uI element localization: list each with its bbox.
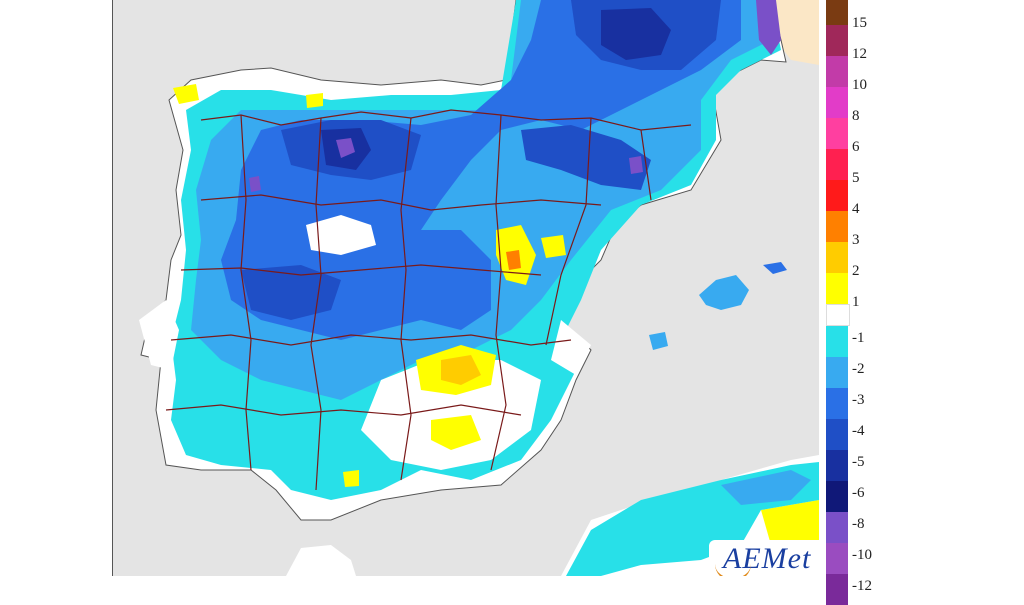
anomaly-plus3-east bbox=[506, 250, 521, 270]
legend-swatch bbox=[826, 512, 848, 543]
legend-swatch bbox=[826, 0, 848, 25]
legend-swatch bbox=[826, 543, 848, 574]
north-africa-coast-left bbox=[286, 545, 356, 576]
neutral-patch-center bbox=[306, 215, 376, 255]
aemet-logo: AEMet bbox=[709, 540, 819, 576]
legend-label: -1 bbox=[852, 330, 865, 346]
color-scale-legend: 15 12 10 8 6 5 4 3 2 1 -1 -2 -3 -4 -5 -6 -8 -10 -12 bbox=[822, 0, 892, 605]
legend-swatch bbox=[826, 419, 848, 450]
legend-label: 4 bbox=[852, 201, 860, 217]
legend-label: 1 bbox=[852, 294, 860, 310]
anomaly-plus1-africa bbox=[761, 500, 819, 545]
anomaly-plus1-northwest bbox=[173, 84, 199, 104]
anomaly-minus8-topright bbox=[756, 0, 781, 55]
anomaly-minus3 bbox=[221, 0, 741, 340]
legend-swatch bbox=[826, 56, 848, 87]
anomaly-minus4-northeast bbox=[521, 125, 651, 190]
province-borders bbox=[165, 109, 692, 491]
legend-label: -12 bbox=[852, 578, 872, 594]
aemet-logo-swoosh bbox=[715, 564, 751, 576]
legend-label: 12 bbox=[852, 46, 867, 62]
legend-label: -8 bbox=[852, 516, 865, 532]
legend-label: -5 bbox=[852, 454, 865, 470]
ibiza bbox=[649, 332, 668, 350]
legend-swatch bbox=[826, 574, 848, 605]
legend-swatch bbox=[826, 149, 848, 180]
anomaly-plus1-south2 bbox=[431, 415, 481, 450]
legend-swatch bbox=[826, 180, 848, 211]
legend-swatch bbox=[826, 388, 848, 419]
anomaly-minus6-spot2 bbox=[249, 176, 261, 192]
legend-swatch bbox=[826, 242, 848, 273]
anomaly-plus1-east2 bbox=[541, 235, 566, 258]
legend-swatch bbox=[826, 211, 848, 242]
legend-swatch bbox=[826, 450, 848, 481]
anomaly-plus1-north bbox=[306, 93, 323, 108]
legend-swatch bbox=[826, 25, 848, 56]
legend-label: -6 bbox=[852, 485, 865, 501]
legend-label: 10 bbox=[852, 77, 867, 93]
legend-swatch bbox=[826, 87, 848, 118]
mallorca bbox=[699, 275, 749, 310]
neutral-patch-west bbox=[139, 300, 179, 370]
menorca bbox=[763, 262, 787, 274]
iberia-map-svg bbox=[113, 0, 819, 576]
legend-label: 8 bbox=[852, 108, 860, 124]
anomaly-plus1-southwest bbox=[343, 470, 359, 487]
legend-label: -3 bbox=[852, 392, 865, 408]
anomaly-minus6-spot1 bbox=[336, 138, 355, 158]
anomaly-map: AEMet bbox=[112, 0, 819, 576]
legend-swatch bbox=[826, 273, 848, 304]
legend-swatch-neutral bbox=[826, 304, 850, 326]
legend-swatch bbox=[826, 118, 848, 149]
legend-label: -4 bbox=[852, 423, 865, 439]
legend-label: 5 bbox=[852, 170, 860, 186]
legend-label: 15 bbox=[852, 15, 867, 31]
anomaly-minus5-top bbox=[601, 8, 671, 60]
legend-label: -2 bbox=[852, 361, 865, 377]
neutral-patch-south bbox=[361, 360, 541, 470]
anomaly-plus2-south bbox=[441, 355, 481, 385]
legend-label: 3 bbox=[852, 232, 860, 248]
legend-label: 6 bbox=[852, 139, 860, 155]
legend-swatch bbox=[826, 326, 848, 357]
anomaly-minus2-africa bbox=[721, 470, 811, 505]
legend-label: 2 bbox=[852, 263, 860, 279]
neutral-patch-east bbox=[551, 320, 591, 375]
legend-swatch bbox=[826, 481, 848, 512]
anomaly-minus6-spot3 bbox=[629, 156, 643, 174]
legend-label: -10 bbox=[852, 547, 872, 563]
legend-swatch bbox=[826, 357, 848, 388]
